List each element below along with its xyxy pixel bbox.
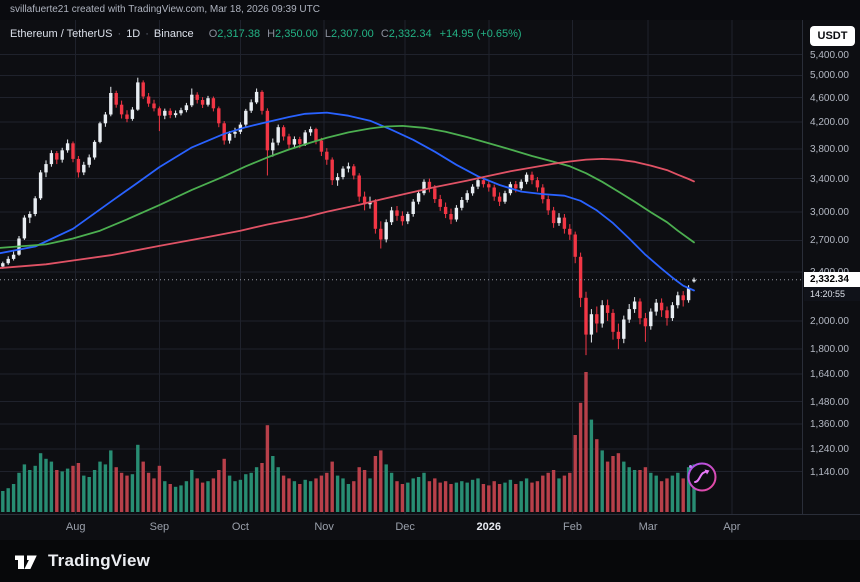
candlestick-chart[interactable] [0, 20, 802, 514]
change-label: +14.95 (+0.65%) [439, 28, 522, 40]
last-price-badge: 2,332.34 [804, 271, 860, 287]
time-axis-label: Sep [149, 521, 170, 533]
ohlc-high-label: H [267, 28, 276, 40]
price-scale[interactable]: USDT 5,400.00 5,000.00 4,600.00 4,200.00 3,8… [802, 20, 860, 540]
price-scale-label: 4,200.00 [810, 117, 849, 128]
price-scale-label: 5,000.00 [810, 70, 849, 82]
price-scale-label: 1,480.00 [810, 396, 849, 408]
price-scale-label: 3,000.00 [810, 207, 849, 219]
brand-wordmark[interactable]: TradingView [48, 551, 151, 570]
time-axis-label: Oct [231, 521, 249, 533]
price-scale-label: 1,240.00 [810, 444, 849, 455]
price-scale-label: 4,600.00 [810, 92, 849, 104]
ohlc-open-label: O [208, 28, 218, 40]
separator-dot: · [117, 28, 122, 40]
symbol-title[interactable]: Ethereum / TetherUS [10, 28, 113, 40]
watermark-badge-icon [686, 461, 718, 493]
ohlc-low-value: 2,307.00 [330, 28, 374, 40]
time-axis-label: Mar [638, 521, 658, 533]
ohlc-high-value: 2,350.00 [275, 28, 318, 40]
price-scale-label: 2,000.00 [810, 315, 849, 327]
footer-bar: TradingView [0, 540, 860, 582]
attribution-text: svillafuerte21 created with TradingView.… [0, 0, 860, 20]
tradingview-logo-icon[interactable] [12, 548, 39, 575]
price-scale-label: 3,800.00 [810, 143, 849, 155]
ohlc-close-label: C [380, 28, 389, 40]
price-scale-label: 3,400.00 [810, 173, 849, 185]
exchange-label: Binance [153, 28, 194, 40]
ohlc-open-value: 2,317.38 [217, 28, 261, 40]
bar-countdown-badge: 14:20:55 [804, 286, 860, 301]
time-axis-label: Dec [395, 521, 415, 533]
ohlc-low-label: L [324, 28, 331, 40]
interval-label[interactable]: 1D [126, 28, 141, 40]
price-scale-label: 5,400.00 [810, 49, 849, 61]
ohlc-readout: O2,317.38 H2,350.00 L2,307.00 C2,332.34 [202, 28, 432, 40]
price-scale-label: 1,140.00 [810, 466, 849, 478]
time-axis-label: Feb [563, 521, 582, 533]
time-axis-label: Aug [65, 521, 86, 533]
price-scale-label: 2,700.00 [810, 235, 849, 247]
currency-toggle-button[interactable]: USDT [810, 26, 855, 46]
chart-area[interactable]: Ethereum / TetherUS · 1D · Binance O2,317.38 H… [0, 20, 802, 514]
price-scale-label: 1,800.00 [810, 344, 849, 356]
price-scale-label: 1,360.00 [810, 419, 849, 431]
ohlc-close-value: 2,332.34 [388, 28, 432, 40]
chart-legend: Ethereum / TetherUS · 1D · Binance O2,317.38 H… [10, 28, 522, 40]
separator-dot: · [145, 28, 149, 40]
time-axis-label: 2026 [476, 521, 502, 533]
price-scale-label: 1,640.00 [810, 369, 849, 380]
time-axis-label: Apr [723, 521, 741, 533]
time-scale[interactable]: Aug Sep Oct Nov Dec 2026 Feb Mar Apr [0, 514, 860, 540]
time-axis-label: Nov [314, 521, 334, 533]
